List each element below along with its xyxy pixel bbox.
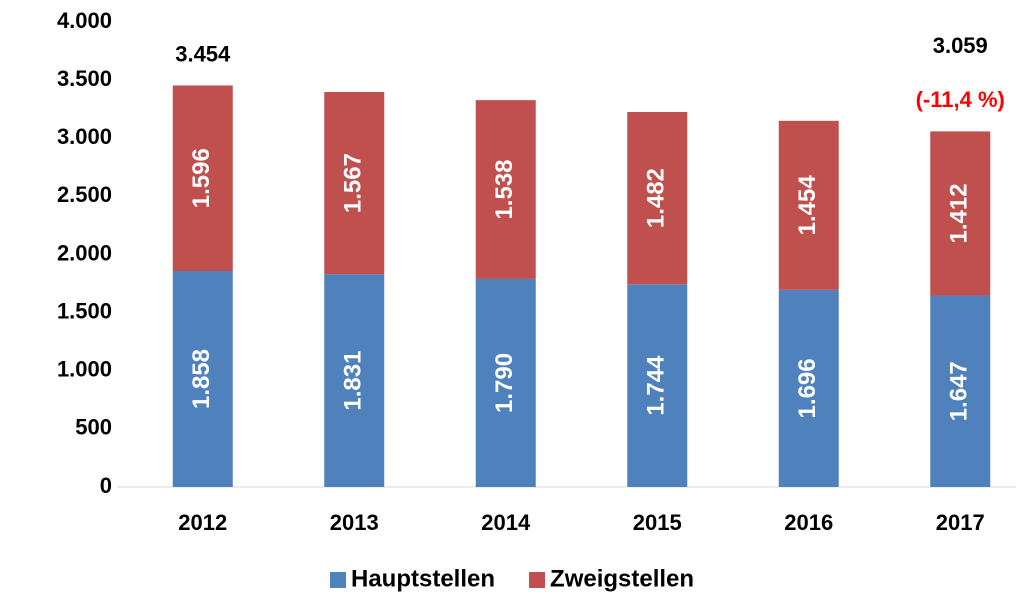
y-tick-label: 3.000 <box>57 124 112 149</box>
y-tick-label: 2.000 <box>57 240 112 265</box>
data-label: 1.858 <box>188 349 215 409</box>
annotation: (-11,4 %) <box>916 87 1005 112</box>
x-tick-label: 2016 <box>784 510 833 535</box>
bar-segment <box>778 289 839 487</box>
y-tick-label: 1.500 <box>57 298 112 323</box>
data-label: 1.647 <box>946 361 973 421</box>
legend-swatch <box>330 572 346 588</box>
data-label: 1.567 <box>340 153 367 213</box>
annotation: 3.454 <box>175 41 231 66</box>
bar-segment <box>627 111 688 285</box>
y-tick-label: 1.000 <box>57 357 112 382</box>
data-label: 1.412 <box>946 183 973 243</box>
bar-segment <box>930 131 991 296</box>
data-label: 1.790 <box>491 353 518 413</box>
bar-segment <box>324 91 385 275</box>
bar-segment <box>172 271 233 487</box>
bar-segment <box>778 120 839 290</box>
bar-segment <box>930 295 991 487</box>
x-tick-label: 2013 <box>330 510 379 535</box>
legend-label: Hauptstellen <box>351 565 495 592</box>
y-tick-label: 4.000 <box>57 8 112 33</box>
legend: Hauptstellen Zweigstellen <box>330 565 694 592</box>
bar-segment <box>627 284 688 487</box>
y-tick-label: 3.500 <box>57 66 112 91</box>
y-tick-label: 2.500 <box>57 182 112 207</box>
y-tick-label: 0 <box>100 473 112 498</box>
data-label: 1.454 <box>794 175 821 236</box>
x-tick-label: 2017 <box>936 510 985 535</box>
bar-segment <box>475 278 536 487</box>
data-label: 1.596 <box>188 148 215 208</box>
legend-label: Zweigstellen <box>550 565 694 592</box>
data-label: 1.831 <box>340 351 367 411</box>
y-tick-label: 500 <box>75 415 112 440</box>
bar-segment <box>475 100 536 279</box>
data-label: 1.482 <box>643 168 670 228</box>
bar-segment <box>324 274 385 487</box>
x-tick-label: 2014 <box>481 510 531 535</box>
legend-swatch <box>529 572 546 588</box>
x-tick-label: 2012 <box>178 510 227 535</box>
data-label: 1.744 <box>643 355 670 416</box>
bar-segment <box>172 85 233 272</box>
data-label: 1.538 <box>491 159 518 219</box>
annotation: 3.059 <box>933 33 988 58</box>
data-label: 1.696 <box>794 358 821 418</box>
x-tick-label: 2015 <box>633 510 682 535</box>
